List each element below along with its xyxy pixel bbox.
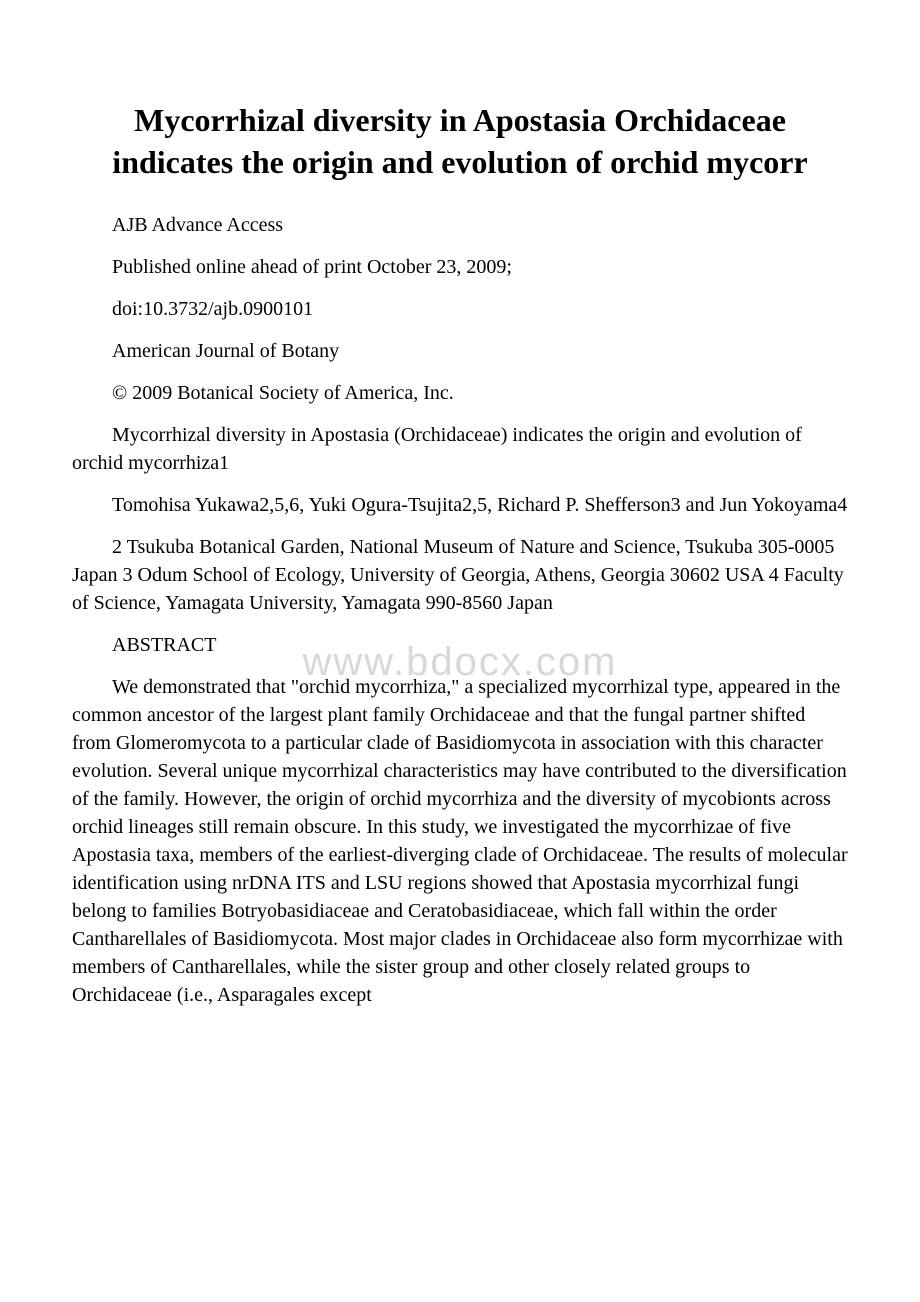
copyright-text: © 2009 Botanical Society of America, Inc… <box>72 379 848 407</box>
doi-text: doi:10.3732/ajb.0900101 <box>72 295 848 323</box>
published-date: Published online ahead of print October … <box>72 253 848 281</box>
affiliations-text: 2 Tsukuba Botanical Garden, National Mus… <box>72 533 848 617</box>
abstract-body: We demonstrated that "orchid mycorrhiza,… <box>72 673 848 1009</box>
document-title: Mycorrhizal diversity in Apostasia Orchi… <box>72 100 848 183</box>
journal-name: American Journal of Botany <box>72 337 848 365</box>
authors-text: Tomohisa Yukawa2,5,6, Yuki Ogura-Tsujita… <box>72 491 848 519</box>
article-title: Mycorrhizal diversity in Apostasia (Orch… <box>72 421 848 477</box>
access-label: AJB Advance Access <box>72 211 848 239</box>
abstract-heading: ABSTRACT <box>72 631 848 659</box>
